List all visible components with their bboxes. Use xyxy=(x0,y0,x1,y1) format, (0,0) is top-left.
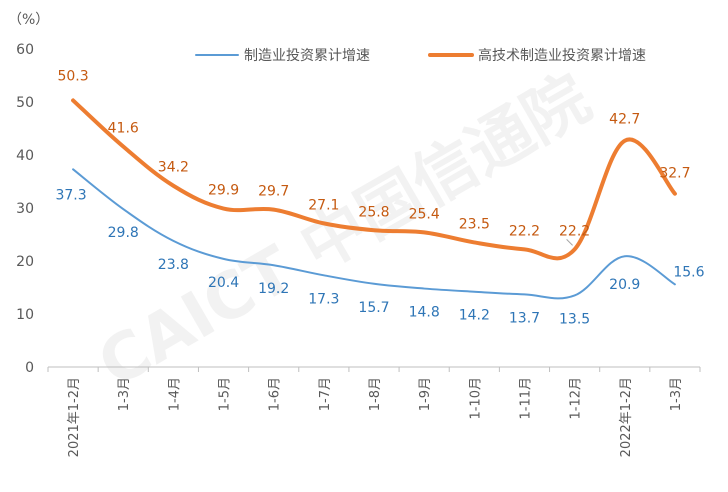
series-1-data-label: 14.2 xyxy=(459,308,490,324)
series-2-data-label: 41.6 xyxy=(108,121,139,137)
legend-label-1: 制造业投资累计增速 xyxy=(244,48,370,64)
series-1-data-label: 23.8 xyxy=(158,257,189,273)
series-1-data-label: 17.3 xyxy=(308,291,339,307)
series-1-data-label: 29.8 xyxy=(108,225,139,241)
series-1-data-label: 15.6 xyxy=(673,264,704,280)
series-2-data-label: 22.2 xyxy=(509,223,540,239)
series-1-data-label: 19.2 xyxy=(258,281,289,297)
leader-line xyxy=(567,239,573,245)
y-tick-label: 60 xyxy=(16,42,34,58)
x-tick-label: 1-8月 xyxy=(368,377,383,411)
x-tick-label: 2021年1-2月 xyxy=(67,377,82,457)
series-1-data-label: 15.7 xyxy=(358,300,389,316)
x-tick-label: 1-11月 xyxy=(518,377,533,420)
series-2-data-label: 25.8 xyxy=(358,204,389,220)
series-2-data-label: 34.2 xyxy=(158,160,189,176)
y-tick-label: 50 xyxy=(16,95,34,111)
series-2-data-label: 29.7 xyxy=(258,184,289,200)
y-tick-label: 40 xyxy=(16,148,34,164)
series-2-data-label: 42.7 xyxy=(609,112,640,128)
series-2-data-label: 27.1 xyxy=(308,197,339,213)
y-tick-label: 20 xyxy=(16,254,34,270)
x-tick-label: 2022年1-2月 xyxy=(619,377,634,457)
series-1-data-label: 20.4 xyxy=(208,275,239,291)
series-1-data-label: 13.5 xyxy=(559,311,590,327)
x-tick-label: 1-7月 xyxy=(318,377,333,411)
series-2-data-label: 23.5 xyxy=(459,216,490,232)
series-2-data-label: 32.7 xyxy=(659,166,690,182)
x-tick-label: 1-12月 xyxy=(569,377,584,420)
series-2-data-label: 25.4 xyxy=(409,206,440,222)
series-2-data-label: 22.2 xyxy=(559,223,590,239)
x-tick-label: 1-3月 xyxy=(117,377,132,411)
series-2-data-label: 50.3 xyxy=(57,68,88,84)
legend-item-1: 制造业投资累计增速 xyxy=(196,48,370,64)
x-tick-label: 1-6月 xyxy=(268,377,283,411)
x-tick-label: 1-4月 xyxy=(167,377,182,411)
legend-item-2: 高技术制造业投资累计增速 xyxy=(430,47,646,64)
legend: 制造业投资累计增速 高技术制造业投资累计增速 xyxy=(196,47,646,64)
y-axis-unit-label: （%） xyxy=(8,12,49,28)
x-tick-label: 1-9月 xyxy=(418,377,433,411)
x-tick-label: 1-5月 xyxy=(218,377,233,411)
series-1-data-label: 20.9 xyxy=(609,277,640,293)
y-tick-label: 0 xyxy=(25,360,34,376)
y-tick-label: 30 xyxy=(16,201,34,217)
series-1-data-label: 13.7 xyxy=(509,310,540,326)
x-tick-label: 1-10月 xyxy=(468,377,483,420)
y-tick-label: 10 xyxy=(16,307,34,323)
series-1-data-label: 37.3 xyxy=(55,187,86,203)
series-2-data-label: 29.9 xyxy=(208,183,239,199)
x-tick-label: 1-3月 xyxy=(669,377,684,411)
legend-label-2: 高技术制造业投资累计增速 xyxy=(478,47,646,64)
series-1-data-label: 14.8 xyxy=(409,305,440,321)
